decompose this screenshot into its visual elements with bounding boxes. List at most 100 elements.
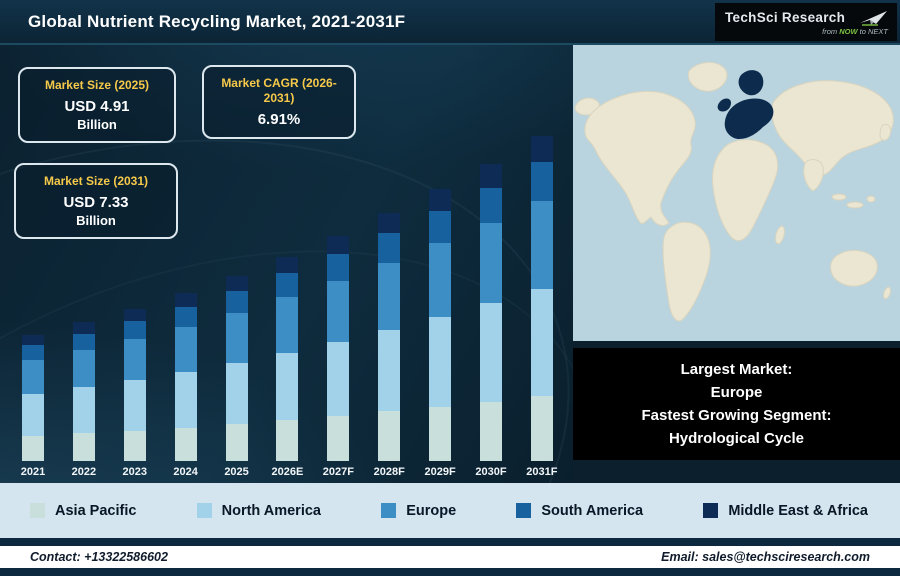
stacked-bar: [480, 163, 503, 461]
legend-swatch: [196, 503, 212, 518]
info-line: Europe: [710, 384, 763, 401]
bar-segment-middle-east-africa: [327, 235, 350, 255]
bar-segment-middle-east-africa: [123, 308, 146, 321]
bar-segment-middle-east-africa: [276, 256, 299, 273]
continent-africa: [712, 139, 779, 242]
world-map-svg: [573, 45, 900, 341]
bar-segment-middle-east-africa: [72, 322, 95, 334]
bar-segment-north-america: [429, 316, 452, 407]
bar-axis-label: 2026E: [271, 466, 304, 478]
bar-segment-south-america: [276, 272, 299, 298]
bar-segment-middle-east-africa: [225, 276, 248, 291]
bar-segment-europe: [480, 223, 503, 304]
bar-2026E: 2026E: [268, 256, 306, 483]
bar-segment-asia-pacific: [174, 427, 197, 461]
bar-segment-south-america: [22, 344, 44, 361]
stacked-bar: [276, 256, 299, 461]
bar-segment-north-america: [225, 363, 248, 425]
bar-segment-south-america: [225, 290, 248, 314]
bar-segment-europe: [72, 350, 95, 388]
stat-label: Market Size (2031): [43, 174, 149, 188]
bar-segment-europe: [327, 281, 350, 342]
stat-label: Market CAGR (2026-2031): [221, 76, 337, 105]
stacked-bar: [530, 136, 553, 461]
bar-segment-north-america: [276, 352, 299, 421]
bar-segment-asia-pacific: [429, 406, 452, 461]
bar-segment-asia-pacific: [480, 401, 503, 461]
bar-segment-south-america: [480, 187, 503, 224]
info-line: Hydrological Cycle: [668, 430, 805, 447]
bar-2030F: 2030F: [472, 163, 510, 483]
bar-segment-north-america: [123, 380, 146, 431]
paper-plane-icon: [860, 10, 887, 26]
footer: Contact: +13322586602 Email: sales@techs…: [0, 546, 900, 568]
bar-axis-label: 2027F: [322, 466, 354, 478]
bar-2031F: 2031F: [523, 136, 561, 483]
stacked-bar: [174, 293, 197, 461]
legend-item-south-america: South America: [516, 503, 643, 519]
bar-segment-north-america: [174, 372, 197, 428]
stat-market-size-2031: Market Size (2031) USD 7.33 Billion: [14, 163, 178, 239]
bar-segment-asia-pacific: [530, 395, 553, 461]
stat-label: Market Size (2025): [44, 78, 150, 92]
bar-axis-label: 2022: [71, 466, 97, 478]
scandinavia-highlight: [738, 70, 764, 96]
legend-label: Europe: [406, 502, 457, 519]
legend-swatch: [30, 503, 45, 518]
bar-2024: 2024: [167, 293, 205, 483]
bar-segment-south-america: [429, 210, 452, 244]
bar-segment-south-america: [72, 333, 95, 351]
continent-south-america: [662, 221, 711, 322]
bar-segment-europe: [530, 200, 553, 289]
bar-2022: 2022: [65, 322, 103, 483]
stacked-bar: [429, 189, 452, 461]
info-line: Largest Market:: [680, 361, 793, 378]
bar-axis-label: 2021: [20, 466, 46, 478]
legend-swatch: [381, 503, 397, 518]
techsci-logo: TechSci Research from NOW to NEXT: [715, 3, 897, 41]
stacked-bar: [327, 235, 350, 461]
continent-australia: [830, 250, 878, 287]
bar-axis-label: 2031F: [526, 466, 558, 478]
bar-segment-north-america: [22, 394, 44, 436]
bar-segment-asia-pacific: [22, 435, 44, 461]
stat-unit: Billion: [76, 213, 116, 228]
bar-axis-label: 2024: [173, 466, 198, 478]
stacked-bar: [22, 334, 44, 461]
stacked-bar: [72, 322, 95, 461]
legend-label: Asia Pacific: [55, 502, 137, 519]
right-column: Largest Market: Europe Fastest Growing Seg…: [573, 45, 900, 483]
bar-segment-asia-pacific: [72, 433, 95, 461]
stat-value: 6.91%: [257, 111, 301, 128]
continent-asia: [771, 80, 894, 176]
bar-segment-north-america: [480, 303, 503, 402]
bar-axis-label: 2023: [122, 466, 148, 478]
bar-axis-label: 2029F: [424, 466, 456, 478]
bar-2029F: 2029F: [421, 189, 459, 483]
stacked-bar: [123, 308, 146, 461]
legend-item-asia-pacific: Asia Pacific: [30, 503, 136, 519]
bar-2027F: 2027F: [319, 235, 357, 483]
legend-swatch: [703, 503, 719, 518]
islands: [846, 201, 864, 209]
bar-segment-europe: [22, 360, 44, 395]
stacked-bar: [225, 276, 248, 461]
legend-item-middle-east-africa: Middle East & Africa: [703, 503, 868, 519]
islands: [831, 193, 847, 201]
islands: [866, 195, 876, 203]
legend-label: South America: [541, 502, 644, 519]
uk-highlight: [717, 98, 731, 112]
bar-segment-europe: [174, 326, 197, 373]
bar-segment-middle-east-africa: [378, 213, 401, 233]
stacked-bar-chart: 2021 2022 2023 2024 2025 2026E 2027F 2028F 2029F…: [0, 45, 573, 483]
bar-segment-middle-east-africa: [480, 163, 503, 188]
bar-segment-north-america: [72, 387, 95, 434]
bar-segment-asia-pacific: [378, 411, 401, 461]
legend-label: North America: [221, 502, 321, 519]
bar-2021: 2021: [14, 334, 52, 483]
bar-segment-europe: [429, 243, 452, 317]
bar-segment-middle-east-africa: [174, 293, 197, 307]
greenland: [687, 62, 728, 92]
new-zealand: [883, 286, 891, 300]
bar-segment-south-america: [378, 232, 401, 263]
